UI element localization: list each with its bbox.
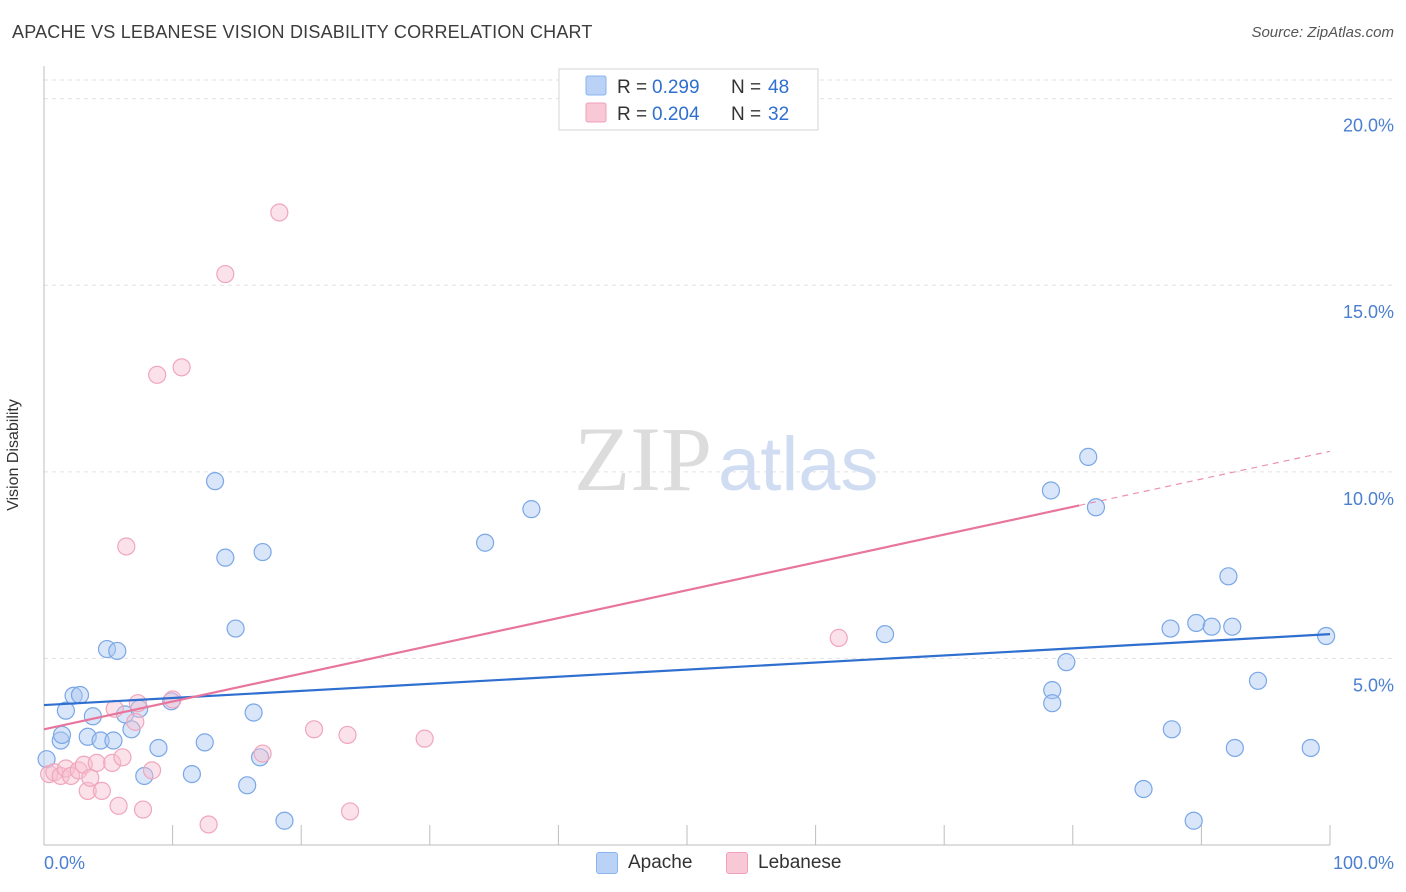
legend-lebanese-n-value: 32 — [768, 104, 789, 125]
point-apache — [875, 625, 895, 644]
point-lebanese — [216, 264, 235, 284]
point-apache — [1184, 811, 1203, 830]
legend-swatch-apache — [585, 75, 607, 96]
y-tick-label: 20.0% — [1343, 116, 1394, 136]
x-tick-label-left: 0.0% — [44, 853, 85, 873]
legend-lebanese-r-value: 0.204 — [652, 104, 700, 125]
point-apache — [108, 641, 127, 661]
point-lebanese — [103, 753, 122, 773]
point-apache — [1223, 617, 1242, 636]
point-apache — [1161, 619, 1180, 638]
axes — [43, 66, 1331, 846]
point-apache — [522, 500, 541, 519]
watermark: ZIP atlas — [574, 408, 879, 510]
point-lebanese — [172, 358, 191, 377]
point-lebanese — [338, 725, 357, 745]
point-apache — [91, 731, 110, 750]
legend-swatch-lebanese — [585, 102, 607, 123]
point-apache — [1086, 498, 1106, 517]
point-lebanese — [126, 712, 145, 731]
point-apache — [1202, 617, 1221, 636]
point-lebanese — [253, 744, 272, 763]
point-lebanese — [92, 781, 111, 800]
point-apache — [238, 776, 257, 795]
y-tick-labels: 5.0% 10.0% 15.0% 20.0% — [1343, 116, 1394, 696]
point-apache — [1134, 779, 1153, 799]
series-apache — [37, 447, 1336, 830]
point-apache — [1317, 626, 1336, 646]
point-lebanese — [109, 796, 128, 815]
point-apache — [182, 764, 201, 784]
point-lebanese — [829, 628, 848, 647]
legend-apache-r-label: R = — [617, 77, 647, 98]
point-apache — [1043, 694, 1062, 713]
chart-source: Source: ZipAtlas.com — [1251, 24, 1394, 41]
point-apache — [1301, 738, 1320, 758]
point-lebanese — [304, 720, 324, 739]
bottom-legend-lebanese: Lebanese — [726, 852, 841, 874]
point-lebanese — [142, 761, 162, 780]
point-apache — [1219, 567, 1238, 586]
series-lebanese — [40, 203, 848, 834]
y-tick-label: 15.0% — [1343, 302, 1394, 322]
trend-lines — [43, 450, 1331, 731]
point-apache — [275, 811, 294, 830]
point-lebanese — [199, 815, 218, 834]
y-tick-label: 10.0% — [1343, 489, 1394, 509]
y-tick-label: 5.0% — [1353, 675, 1394, 695]
bottom-legend-lebanese-swatch — [726, 852, 748, 874]
point-lebanese — [113, 748, 132, 767]
trend-extension-lebanese — [1079, 450, 1331, 507]
bottom-legend-apache-swatch — [596, 852, 618, 874]
point-lebanese — [133, 800, 153, 819]
point-apache — [1162, 720, 1181, 739]
point-apache — [83, 707, 102, 726]
point-apache — [195, 733, 214, 752]
watermark-atlas: atlas — [718, 422, 879, 507]
point-apache — [51, 731, 70, 750]
legend-apache-n-value: 48 — [768, 77, 789, 98]
point-apache — [56, 701, 75, 720]
point-apache — [226, 619, 245, 638]
x-tick-label-right: 100.0% — [1333, 853, 1394, 873]
point-lebanese — [87, 753, 106, 773]
data-points — [37, 203, 1336, 834]
legend-lebanese-r-label: R = — [617, 104, 647, 125]
point-apache — [1057, 653, 1076, 672]
point-apache — [216, 548, 235, 567]
point-apache — [104, 731, 123, 750]
point-lebanese — [270, 203, 289, 222]
point-apache — [1043, 681, 1062, 700]
gridlines — [44, 79, 1394, 659]
trend-line-lebanese — [43, 504, 1080, 731]
point-apache — [149, 738, 168, 758]
point-apache — [70, 685, 90, 705]
point-lebanese — [148, 365, 167, 384]
trend-line-apache — [43, 633, 1331, 707]
point-apache — [1225, 738, 1244, 758]
point-apache — [253, 542, 272, 562]
legend: R = 0.299 N = 48 R = 0.204 N = 32 — [558, 68, 819, 131]
point-lebanese — [340, 802, 360, 821]
legend-lebanese-n-label: N = — [731, 104, 761, 125]
legend-apache-r-value: 0.299 — [652, 77, 700, 98]
point-apache — [1041, 481, 1061, 500]
legend-apache-n-label: N = — [731, 77, 761, 98]
point-apache — [1079, 447, 1098, 467]
point-apache — [52, 725, 72, 745]
bottom-legend-apache: Apache — [596, 852, 692, 874]
watermark-zip: ZIP — [574, 408, 712, 510]
bottom-legend-lebanese-label: Lebanese — [758, 852, 842, 873]
point-lebanese — [117, 537, 136, 556]
chart-title: APACHE VS LEBANESE VISION DISABILITY COR… — [12, 22, 593, 42]
point-apache — [1187, 613, 1206, 633]
point-apache — [1248, 671, 1268, 690]
point-apache — [205, 472, 225, 491]
point-apache — [244, 703, 263, 722]
point-apache — [475, 533, 495, 552]
point-lebanese — [415, 729, 434, 748]
bottom-legend-apache-label: Apache — [628, 852, 693, 873]
